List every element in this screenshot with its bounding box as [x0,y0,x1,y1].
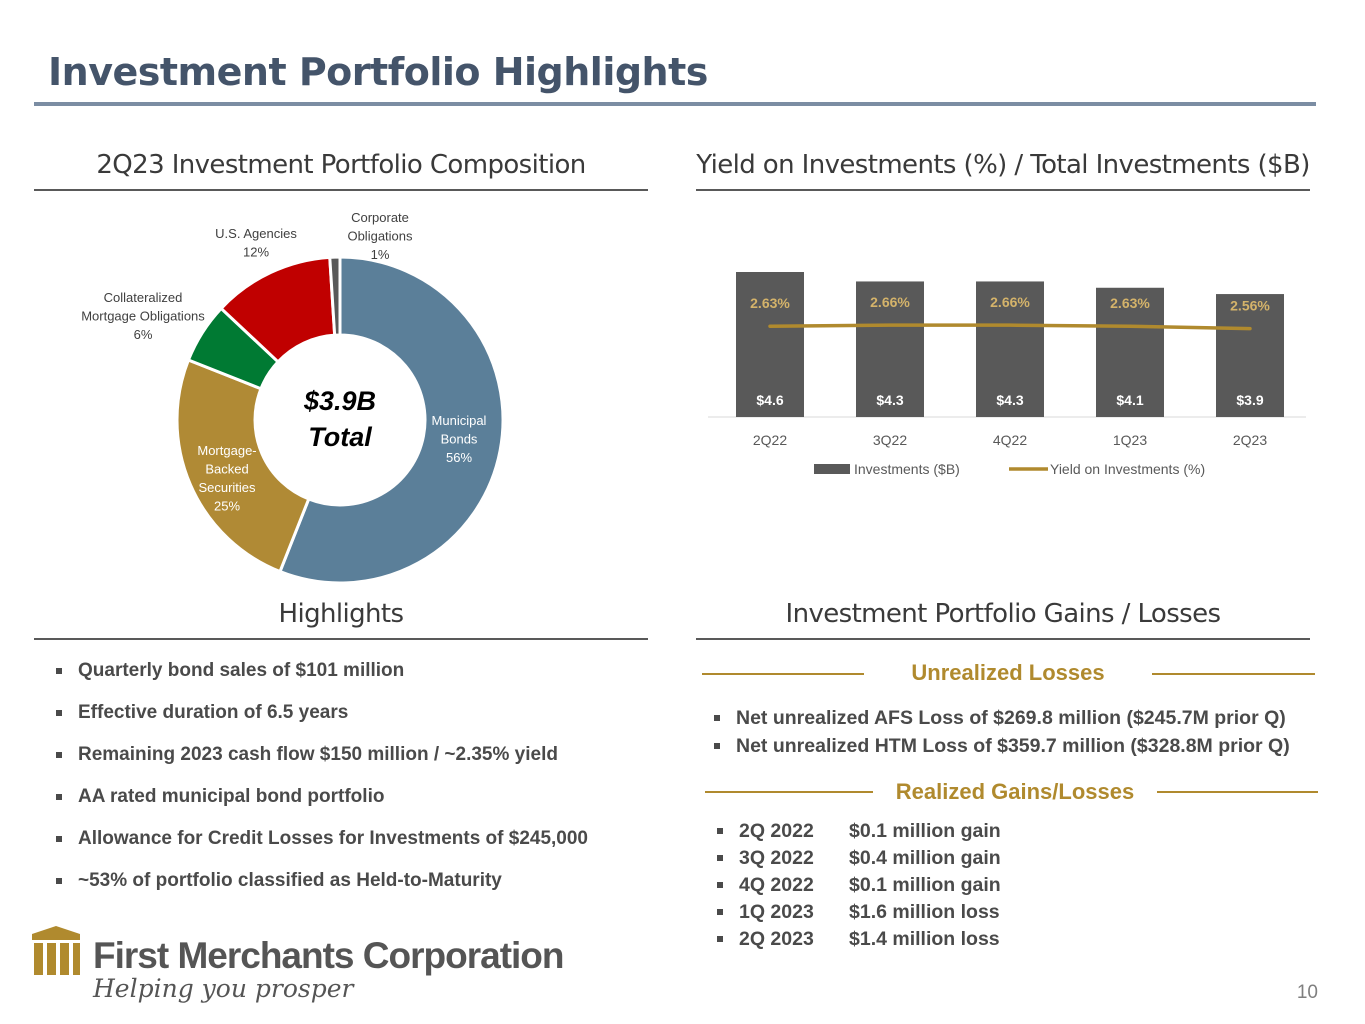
company-logo-icon [32,926,80,975]
realized-period: 2Q 2022 [739,820,814,842]
highlight-item: Allowance for Credit Losses for Investme… [54,828,654,850]
bar-value-label: $4.1 [1116,392,1143,408]
legend-swatch-investments [814,464,850,474]
realized-heading: Realized Gains/Losses [895,779,1135,804]
yield-value-label: 2.63% [750,295,790,311]
page-number: 10 [1296,982,1318,1003]
highlight-item: Remaining 2023 cash flow $150 million / … [54,744,654,766]
x-tick-label: 2Q22 [753,432,787,448]
company-logo-tagline: Helping you prosper [93,974,354,1003]
x-tick-label: 2Q23 [1233,432,1267,448]
realized-list: 2Q 2022 $0.1 million gain 3Q 2022 $0.4 mil… [715,820,1115,955]
donut-center-label: $3.9B Total [303,386,376,452]
x-tick-label: 3Q22 [873,432,907,448]
realized-item: 1Q 2023 $1.6 million loss [715,901,1115,924]
realized-item: 2Q 2023 $1.4 million loss [715,928,1115,951]
realized-item: 3Q 2022 $0.4 million gain [715,847,1115,870]
donut-slice-label: Mortgage-Backed Securities 25% [197,443,256,514]
unrealized-heading: Unrealized Losses [911,660,1105,685]
yield-investments-chart: $4.6 2Q22 $4.3 3Q22 $4.3 4Q22 $4.1 1Q23 $3.9 2Q23… [708,272,1306,477]
bar-investments [856,281,924,417]
yield-value-label: 2.66% [870,294,910,310]
realized-value: $0.4 million gain [849,847,1001,869]
bar-investments [1096,287,1164,417]
realized-period: 1Q 2023 [739,901,814,923]
page-title: Investment Portfolio Highlights [48,50,708,94]
unrealized-rule-left [702,673,864,675]
bar-investments [1216,294,1284,417]
legend-label-investments: Investments ($B) [854,461,960,477]
unrealized-rule-right [1152,673,1315,675]
yield-section-title: Yield on Investments (%) / Total Investm… [696,150,1310,180]
unrealized-item: Net unrealized AFS Loss of $269.8 millio… [712,707,1352,730]
donut-slice-label: Corporate Obligations 1% [347,210,413,262]
realized-rule-right [1157,791,1318,793]
bar-value-label: $4.3 [996,392,1023,408]
company-logo-name: First Merchants Corporation [93,935,564,976]
composition-section-title: 2Q23 Investment Portfolio Composition [96,150,586,180]
realized-value: $0.1 million gain [849,820,1001,842]
legend-label-yield: Yield on Investments (%) [1050,461,1205,477]
donut-slice [278,255,505,585]
donut-slice-label: Collateralized Mortgage Obligations 6% [81,290,205,342]
highlights-list: Quarterly bond sales of $101 million Eff… [54,660,654,912]
gains-divider [696,638,1310,640]
yield-line [768,323,1252,331]
realized-period: 4Q 2022 [739,874,814,896]
highlight-item: Effective duration of 6.5 years [54,702,654,724]
donut-slice-label: Municipal Bonds 56% [432,413,487,465]
unrealized-item: Net unrealized HTM Loss of $359.7 millio… [712,735,1352,758]
portfolio-composition-donut-chart: Municipal Bonds 56% Mortgage-Backed Securiti… [81,210,505,585]
unrealized-list: Net unrealized AFS Loss of $269.8 millio… [712,707,1352,763]
realized-item: 4Q 2022 $0.1 million gain [715,874,1115,897]
x-tick-label: 4Q22 [993,432,1027,448]
highlight-item: ~53% of portfolio classified as Held-to-… [54,870,654,892]
bar-value-label: $3.9 [1236,392,1263,408]
realized-period: 3Q 2022 [739,847,814,869]
donut-slice [175,358,311,574]
bar-investments [736,272,804,417]
bar-investments [976,281,1044,417]
realized-value: $0.1 million gain [849,874,1001,896]
highlights-section-title: Highlights [278,599,405,629]
bar-value-label: $4.3 [876,392,903,408]
realized-item: 2Q 2022 $0.1 million gain [715,820,1115,843]
highlights-divider [34,638,648,640]
yield-divider [696,189,1310,191]
donut-slice-label: U.S. Agencies 12% [215,226,297,260]
realized-period: 2Q 2023 [739,928,814,950]
yield-value-label: 2.66% [990,294,1030,310]
yield-value-label: 2.56% [1230,298,1270,314]
realized-rule-left [705,791,873,793]
bar-value-label: $4.6 [756,392,783,408]
donut-slice [328,255,342,337]
highlight-item: AA rated municipal bond portfolio [54,786,654,808]
composition-divider [34,189,648,191]
yield-value-label: 2.63% [1110,295,1150,311]
realized-value: $1.6 million loss [849,901,1000,923]
highlight-item: Quarterly bond sales of $101 million [54,660,654,682]
title-divider [34,102,1316,106]
gains-section-title: Investment Portfolio Gains / Losses [785,599,1222,629]
x-tick-label: 1Q23 [1113,432,1147,448]
realized-value: $1.4 million loss [849,928,1000,950]
